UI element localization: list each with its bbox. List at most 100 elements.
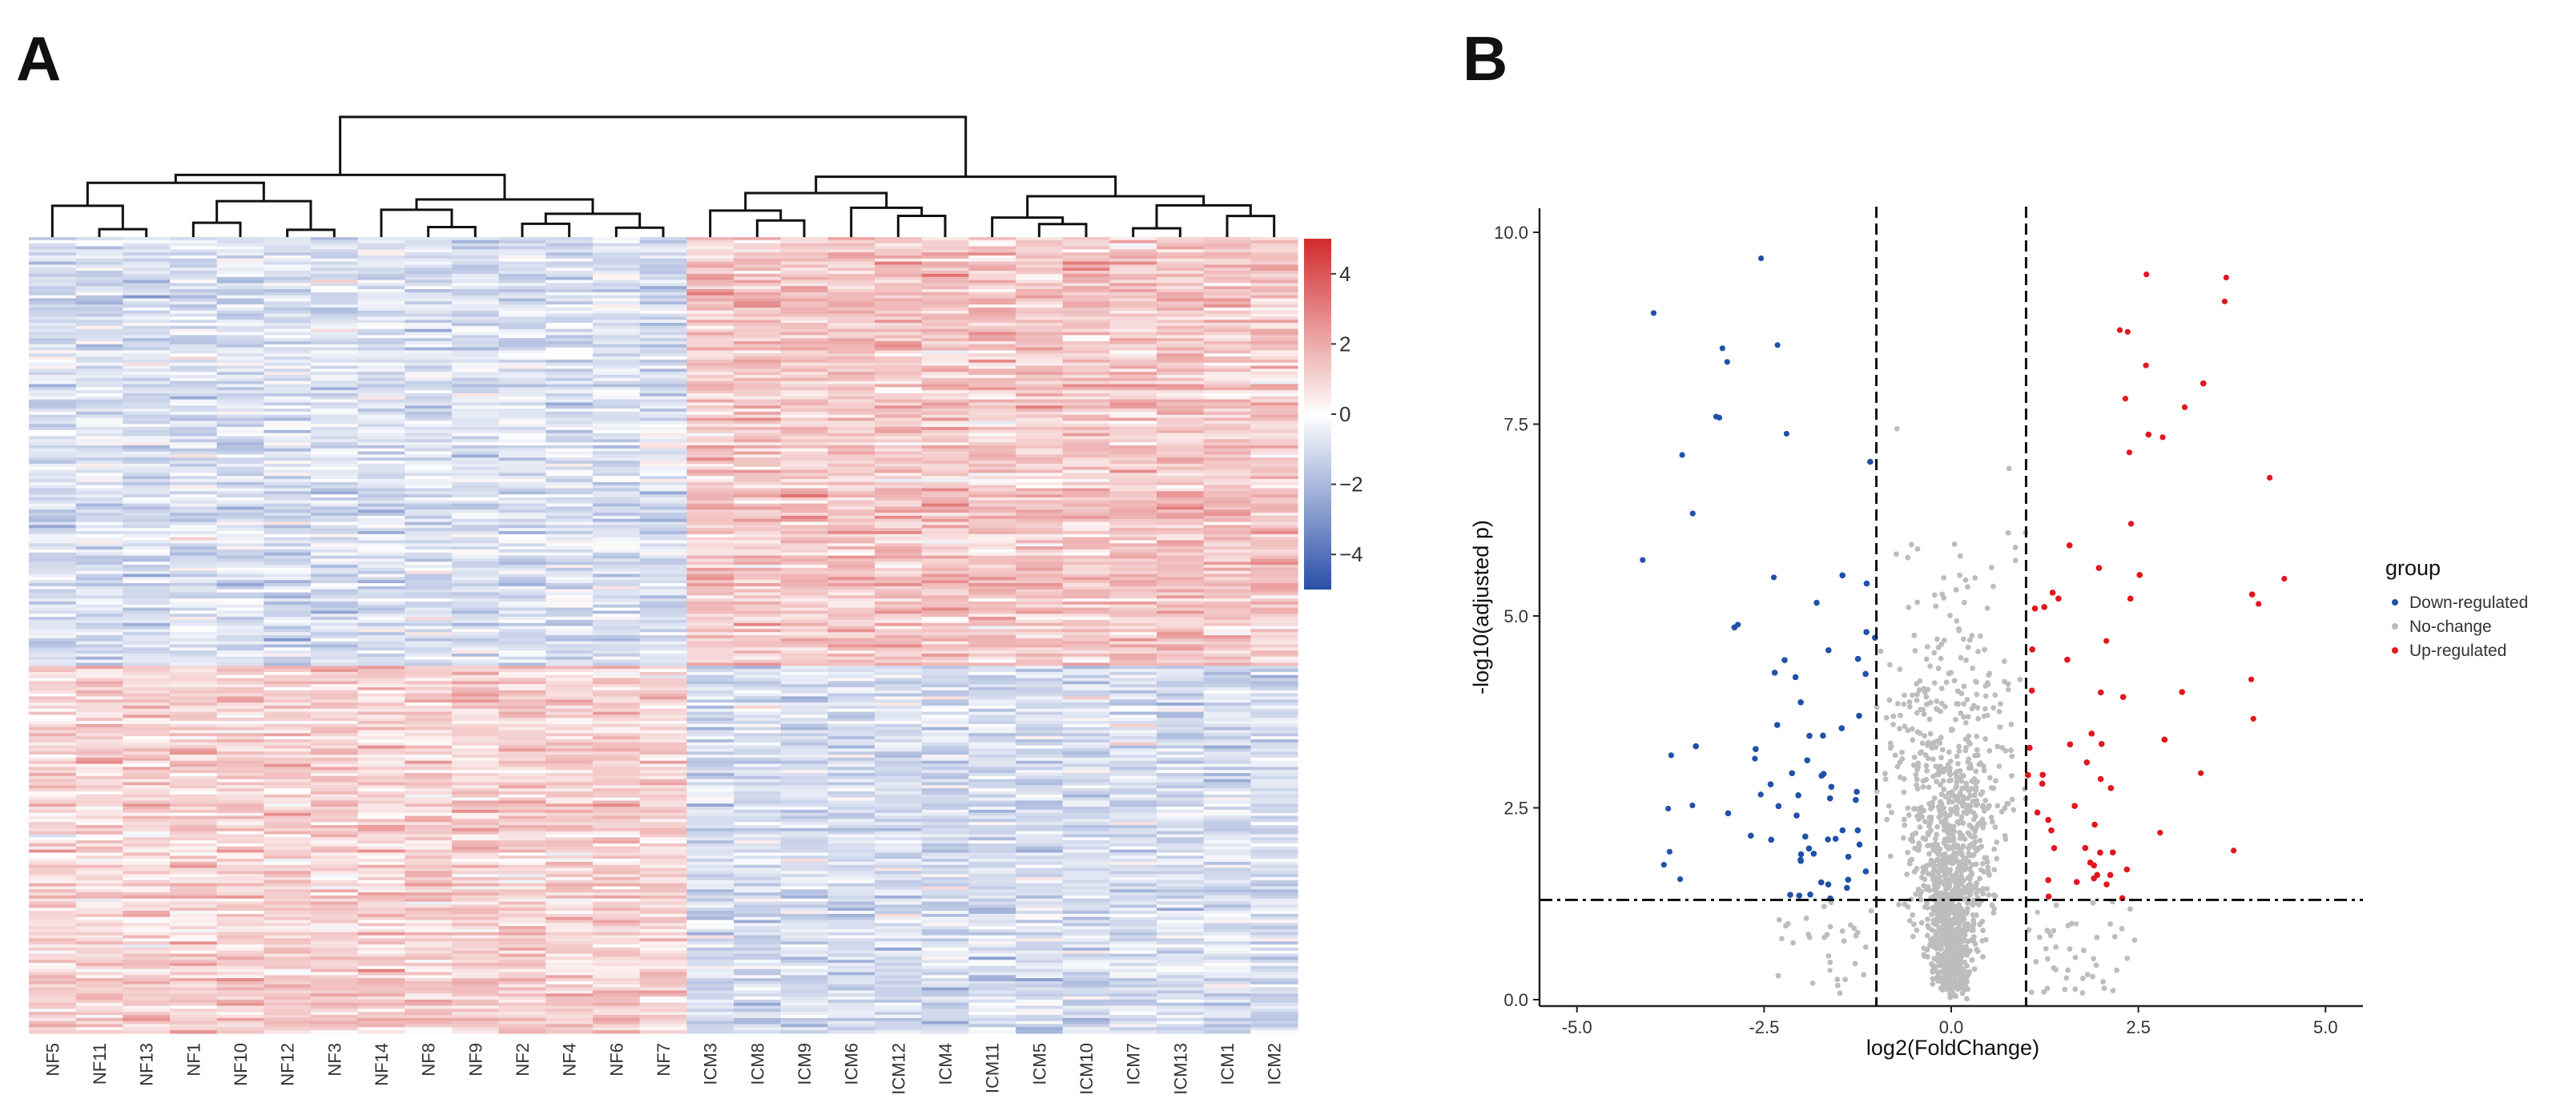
heatmap-cell [498,442,546,446]
heatmap-cell [123,797,171,802]
heatmap-cell [264,614,312,618]
heatmap-cell [498,537,546,541]
heatmap-cells [29,237,1298,1034]
heatmap-cell [593,632,641,636]
heatmap-cell [875,543,923,547]
heatmap-cell [875,491,923,495]
heatmap-cell [1109,463,1157,468]
heatmap-cell [216,580,264,584]
heatmap-cell [1062,249,1110,253]
heatmap-cell [780,690,828,694]
heatmap-cell [452,718,500,722]
heatmap-cell [686,515,735,520]
heatmap-cell [405,313,453,317]
heatmap-cell [827,678,875,682]
heatmap-cell [734,503,782,508]
heatmap-cell [1109,714,1157,719]
heatmap-cell [545,681,594,685]
heatmap-cell [734,409,782,413]
heatmap-cell [29,392,77,397]
heatmap-cell [1157,555,1205,560]
heatmap-cell [921,619,969,624]
heatmap-cell [875,570,923,575]
heatmap-cell [405,782,453,786]
heatmap-cell [1157,316,1205,320]
heatmap-cell [875,479,923,483]
heatmap-cell [827,739,875,743]
heatmap-cell [1062,481,1110,486]
heatmap-cell [593,414,641,419]
heatmap-cell [123,316,171,320]
heatmap-cell [780,485,828,489]
heatmap-cell [780,442,828,446]
heatmap-cell [357,622,405,627]
heatmap-cell [968,794,1016,799]
heatmap-cell [1203,690,1251,694]
heatmap-cell [29,402,77,406]
heatmap-cell [545,445,594,449]
heatmap-cell [545,488,594,492]
heatmap-cell [498,298,546,302]
heatmap-cell [216,513,264,517]
heatmap-cell [827,662,875,666]
heatmap-cell [1157,448,1205,453]
heatmap-cell [405,288,453,293]
heatmap-cell [123,619,171,624]
heatmap-cell [1203,574,1251,578]
heatmap-cell [780,439,828,443]
heatmap-cell [875,421,923,425]
heatmap-cell [29,473,77,477]
heatmap-cell [498,249,546,253]
heatmap-cell [264,800,312,804]
heatmap-cell [1250,411,1298,416]
heatmap-cell [921,730,969,734]
heatmap-cell [170,666,218,670]
heatmap-cell [1016,583,1064,587]
heatmap-cell [405,659,453,663]
heatmap-cell [123,540,171,544]
heatmap-cell [639,304,687,308]
heatmap-cell [1109,739,1157,743]
heatmap-cell [405,427,453,431]
heatmap-cell [875,424,923,428]
heatmap-cell [1109,356,1157,360]
heatmap-cell [405,540,453,544]
heatmap-cell [216,607,264,612]
heatmap-cell [1109,589,1157,594]
heatmap-cell [1157,736,1205,740]
heatmap-cell [405,320,453,324]
heatmap-cell [968,307,1016,312]
heatmap-cell [216,711,264,715]
heatmap-cell [311,733,359,737]
heatmap-cell [1250,368,1298,372]
heatmap-cell [780,699,828,703]
heatmap-cell [123,626,171,630]
heatmap-cell [593,286,641,290]
heatmap-cell [357,543,405,547]
heatmap-cell [1250,629,1298,633]
heatmap-cell [1157,304,1205,308]
heatmap-cell [545,402,594,406]
heatmap-cell [405,476,453,480]
heatmap-cell [639,598,687,602]
heatmap-cell [405,307,453,312]
heatmap-cell [639,653,687,658]
heatmap-cell [827,325,875,330]
heatmap-cell [827,671,875,676]
heatmap-cell [264,678,312,682]
heatmap-cell [452,439,500,443]
heatmap-cell [1062,347,1110,352]
heatmap-cell [780,773,828,777]
heatmap-cell [545,325,594,330]
heatmap-cell [780,473,828,477]
heatmap-cell [686,466,735,471]
heatmap-cell [734,384,782,388]
heatmap-cell [75,619,123,624]
heatmap-cell [452,518,500,523]
heatmap-cell [357,617,405,621]
heatmap-cell [593,662,641,666]
heatmap-cell [1062,632,1110,636]
heatmap-cell [357,515,405,520]
heatmap-cell [827,509,875,513]
heatmap-cell [311,268,359,272]
